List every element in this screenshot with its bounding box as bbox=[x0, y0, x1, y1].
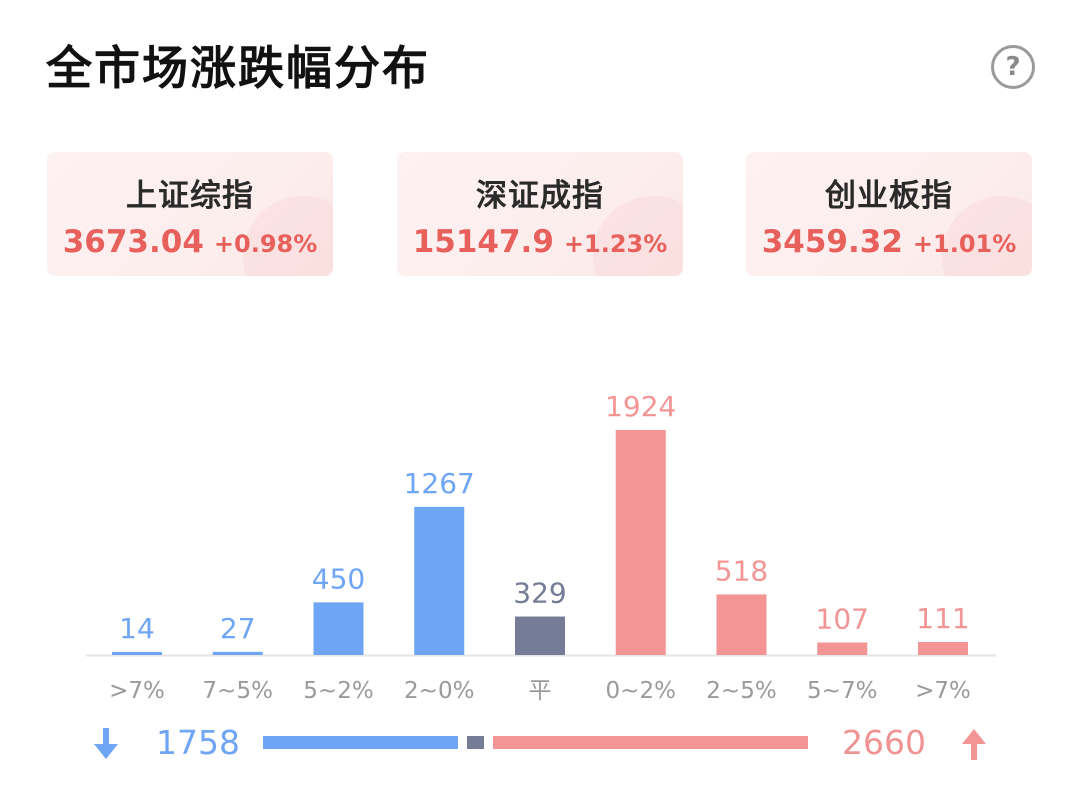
bar-2[interactable] bbox=[313, 602, 364, 655]
data-label-2: 450 bbox=[312, 562, 365, 595]
question-circle-icon[interactable]: ? bbox=[991, 45, 1035, 89]
bar-1[interactable] bbox=[212, 651, 263, 655]
arrow-up-icon bbox=[962, 729, 986, 760]
up-total: 2660 bbox=[842, 723, 926, 762]
bar-4[interactable] bbox=[515, 616, 565, 655]
tick-label-1: 7~5% bbox=[203, 678, 273, 704]
bar-6[interactable] bbox=[716, 594, 767, 655]
bar-5[interactable] bbox=[615, 430, 666, 655]
tick-label-3: 2~0% bbox=[404, 678, 474, 704]
tick-label-4: 平 bbox=[529, 678, 552, 704]
bar-8[interactable] bbox=[918, 642, 968, 655]
data-label-5: 1924 bbox=[605, 390, 676, 423]
index-card-shanghai[interactable]: 上证综指 3673.04 +0.98% bbox=[47, 152, 333, 276]
data-label-0: 14 bbox=[119, 612, 155, 645]
index-change: +1.01% bbox=[912, 230, 1017, 258]
tick-label-7: 5~7% bbox=[807, 678, 877, 704]
index-change: +1.23% bbox=[563, 230, 668, 258]
tick-label-6: 2~5% bbox=[706, 678, 776, 704]
bar-0[interactable] bbox=[112, 652, 162, 655]
index-name: 创业板指 bbox=[825, 178, 953, 214]
data-label-8: 111 bbox=[916, 602, 969, 635]
index-name: 上证综指 bbox=[126, 178, 254, 214]
data-label-3: 1267 bbox=[404, 467, 475, 500]
arrow-down-icon bbox=[94, 728, 118, 759]
bar-7[interactable] bbox=[817, 642, 868, 655]
index-value: 3673.04 bbox=[62, 224, 204, 260]
distribution-chart: 14 >7% 27 7~5% 450 5~2% 1267 2~0% 329 平 1924 0~2% 51… bbox=[86, 390, 996, 704]
summary-row: 1758 2660 bbox=[0, 720, 1080, 770]
data-label-7: 107 bbox=[816, 602, 869, 635]
ratio-bar-down bbox=[263, 736, 459, 749]
data-label-6: 518 bbox=[715, 554, 768, 587]
help-glyph: ? bbox=[1005, 52, 1021, 82]
index-value: 15147.9 bbox=[412, 224, 554, 260]
index-change: +0.98% bbox=[213, 230, 318, 258]
tick-label-0: >7% bbox=[109, 678, 165, 704]
data-label-4: 329 bbox=[513, 577, 566, 610]
ratio-bar-up bbox=[492, 736, 808, 749]
data-label-1: 27 bbox=[220, 612, 256, 645]
page-title: 全市场涨跌幅分布 bbox=[46, 41, 430, 95]
index-card-shenzhen[interactable]: 深证成指 15147.9 +1.23% bbox=[397, 152, 683, 276]
ratio-bar-flat bbox=[467, 736, 484, 749]
index-name: 深证成指 bbox=[476, 178, 604, 214]
index-card-chinext[interactable]: 创业板指 3459.32 +1.01% bbox=[746, 152, 1032, 276]
bar-3[interactable] bbox=[414, 506, 465, 655]
tick-label-2: 5~2% bbox=[303, 678, 373, 704]
tick-label-5: 0~2% bbox=[606, 678, 676, 704]
down-total: 1758 bbox=[156, 723, 240, 762]
index-value: 3459.32 bbox=[761, 224, 903, 260]
tick-label-8: >7% bbox=[915, 678, 971, 704]
